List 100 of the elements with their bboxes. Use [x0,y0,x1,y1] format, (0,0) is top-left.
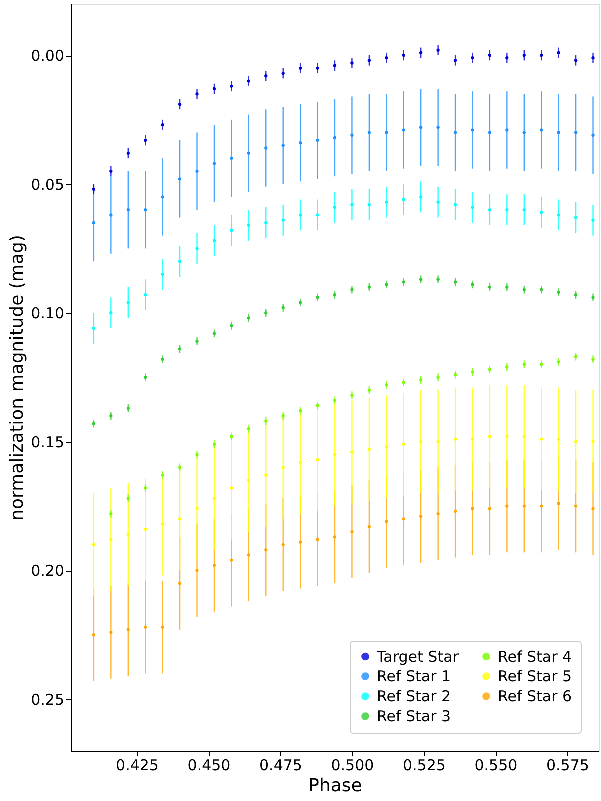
legend-label: Ref Star 4 [498,648,572,666]
point [178,518,182,521]
point [420,51,423,55]
point [212,87,216,91]
point [298,214,302,217]
point [92,634,96,637]
point [333,206,337,210]
point [230,229,234,232]
point [282,144,285,148]
point [540,363,544,366]
point [420,196,423,199]
y-axis-title: normalization magnitude (mag) [7,235,28,521]
y-tick-label: 0.10 [31,304,64,323]
point [488,368,492,372]
point [488,286,492,289]
point [506,366,509,369]
point [506,435,509,438]
point [247,554,250,557]
point [557,502,560,506]
y-tick-label: 0.20 [31,562,64,580]
x-tick-label: 0.575 [546,756,590,774]
point [282,72,285,76]
point [385,445,388,449]
point [333,136,337,140]
point [264,420,268,423]
point [420,378,423,382]
point [110,538,113,542]
point [368,388,372,392]
point [454,280,458,284]
point [506,128,509,132]
point [282,466,285,470]
point [247,478,250,482]
x-tick-label: 0.475 [260,756,302,774]
point [196,170,199,174]
point [506,504,509,508]
point [592,440,595,444]
y-tick-label: 0.05 [31,176,64,194]
point [212,162,216,166]
point [592,507,595,510]
point [488,208,492,212]
point [574,131,578,134]
point [402,54,406,58]
point [333,399,337,402]
point [316,214,320,217]
point [506,56,509,60]
point [298,142,302,145]
point [540,128,544,132]
point [196,92,199,96]
x-tick-label: 0.500 [331,756,374,774]
x-tick-label: 0.550 [474,756,518,774]
point [540,438,544,441]
point [178,102,182,106]
point [488,54,492,58]
point [92,221,96,225]
point [592,218,595,222]
point [316,66,320,70]
legend-label: Ref Star 5 [498,668,572,686]
legend-label: Ref Star 1 [377,668,452,686]
point [212,496,216,500]
point [126,208,130,212]
point [522,363,526,366]
point [230,486,234,490]
point [282,414,285,418]
point [178,260,182,264]
point [178,178,182,181]
point [264,146,268,150]
point [161,272,164,276]
point [454,373,458,376]
x-axis-title: Phase [308,776,362,796]
point [264,548,268,552]
point [436,126,440,130]
point [333,536,337,539]
y-tick-label: 0.25 [31,690,64,709]
point [298,540,302,544]
point [350,450,354,454]
point [522,435,526,438]
point [488,131,492,134]
point [471,370,474,374]
point [488,507,492,510]
point [161,626,164,629]
point [196,569,199,572]
point [161,474,164,477]
point [230,84,234,88]
point [522,208,526,212]
point [540,504,544,508]
point [126,406,130,410]
point [471,507,474,510]
point [144,293,148,297]
point [557,214,560,217]
point [385,56,388,60]
point [333,453,337,456]
point [402,442,406,446]
y-tick-label: 0.00 [31,47,64,66]
point [454,59,458,62]
point [592,56,595,60]
point [420,278,423,282]
legend-label: Ref Star 6 [498,688,572,706]
legend-label: Ref Star 2 [377,688,452,706]
point [506,286,509,289]
legend-label: Target Star [376,648,460,666]
